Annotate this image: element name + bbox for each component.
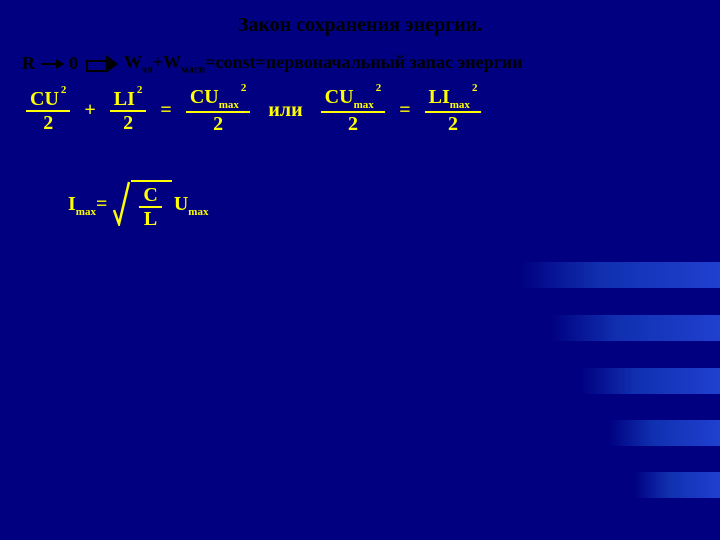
numerator: CUmax2 [321,86,386,111]
or-word: или [268,99,302,122]
rest-text: =const=первоначальный запас энергии [205,52,522,72]
denominator: 2 [344,113,362,135]
w1-sub: эл [142,64,153,76]
num-exp: 2 [472,82,478,94]
slide-title: Закон сохранения энергии. [0,14,720,37]
numerator: CU2 [26,88,70,110]
tail: Umax [174,193,209,218]
energy-expression: Wэл+Wмагн=const=первоначальный запас эне… [124,52,523,76]
num-exp: 2 [241,82,247,94]
fraction-term: LI22 [110,88,147,134]
tail-base: U [174,193,188,215]
imax-equation: Imax= C L Umax [68,180,208,230]
num-sub: max [219,99,239,111]
accent-stripe [580,368,720,394]
radical-icon [113,180,131,230]
fraction-term: CUmax22 [186,86,251,135]
w2-sub: магн [181,64,205,76]
operator: = [399,99,410,122]
lhs: Imax= [68,193,107,218]
lhs-base: I [68,193,76,215]
accent-stripe [608,420,720,446]
num-base: CU [325,86,354,108]
num-sub: max [450,99,470,111]
frac-C-over-L: C L [139,184,161,230]
accent-stripe [520,262,720,288]
numerator: CUmax2 [186,86,251,111]
fraction-term: CUmax22 [321,86,386,135]
num-base: LI [114,88,135,110]
num-base: CU [190,86,219,108]
implies-arrow-icon [86,58,116,70]
symbol-R: R [22,53,35,74]
denominator: 2 [444,113,462,135]
w1: W [124,52,142,72]
operator: = [160,99,171,122]
fraction-term: CU22 [26,88,70,134]
num-base: CU [30,88,59,110]
sqrt-expression: C L [113,180,171,230]
accent-stripe [634,472,720,498]
condition-line: R 0 Wэл+Wмагн=const=первоначальный запас… [22,52,523,76]
denominator: 2 [39,112,57,134]
operator: + [84,99,95,122]
num-exp: 2 [376,82,382,94]
numerator: LI2 [110,88,147,110]
eq-sign: = [96,193,107,215]
radicand: C L [131,180,171,230]
fraction-term: LImax22 [425,86,482,135]
title-text: Закон сохранения энергии. [238,14,482,36]
plus-w2: +W [153,52,181,72]
num-base: LI [429,86,450,108]
lhs-sub: max [76,206,96,218]
frac-den: L [140,208,161,230]
tail-sub: max [188,206,208,218]
num-sub: max [354,99,374,111]
frac-num: C [139,184,161,206]
symbol-zero: 0 [69,53,78,74]
numerator: LImax2 [425,86,482,111]
num-exp: 2 [61,84,67,96]
denominator: 2 [119,112,137,134]
denominator: 2 [209,113,227,135]
energy-conservation-equation: CU22+LI22=CUmax22илиCUmax22=LImax22 [22,86,485,135]
num-exp: 2 [137,84,143,96]
accent-stripe [550,315,720,341]
arrow-right-icon [41,63,63,65]
